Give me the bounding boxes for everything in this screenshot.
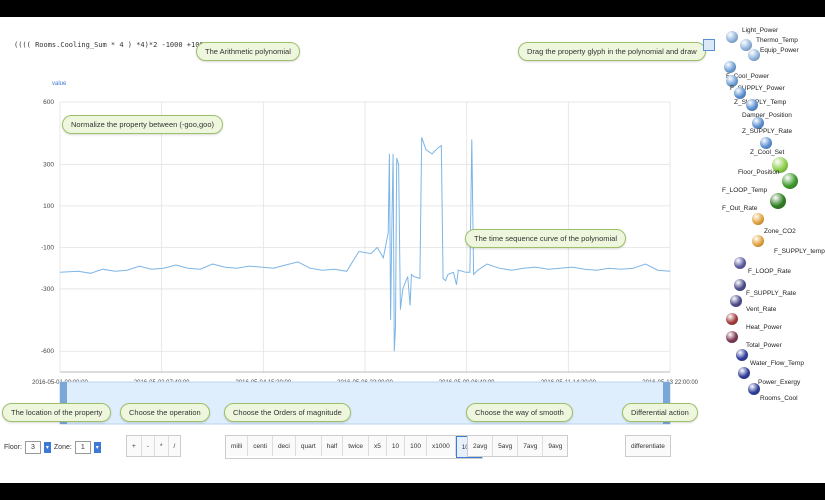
property-glyph-icon[interactable] <box>740 39 752 51</box>
callout-drag: Drag the property glyph in the polynomia… <box>518 42 706 61</box>
y-tick-labels: 600 300 100 -100 -300 -600 <box>41 99 54 355</box>
property-glyph-label: Rooms_Cool <box>760 395 798 402</box>
magnitude-button[interactable]: 100 <box>405 436 427 456</box>
property-glyph-icon[interactable] <box>726 331 738 343</box>
property-glyph-icon[interactable] <box>726 313 738 325</box>
property-glyph-label: Vent_Rate <box>746 306 777 313</box>
y-tick-label: 600 <box>43 99 54 106</box>
property-glyph-label: Zone_CO2 <box>764 228 796 235</box>
property-glyph-icon[interactable] <box>746 99 758 111</box>
property-glyph-icon[interactable] <box>726 75 738 87</box>
floor-input[interactable]: 3 <box>24 441 41 454</box>
differentiate-button[interactable]: differentiate <box>626 436 670 456</box>
callout-location: The location of the property <box>2 403 112 422</box>
property-glyph-icon[interactable] <box>734 87 746 99</box>
property-glyph-icon[interactable] <box>752 213 764 225</box>
property-glyph-icon[interactable] <box>772 157 788 173</box>
zone-input[interactable]: 1 <box>74 441 91 454</box>
property-glyph-label: F_Out_Rate <box>722 205 758 212</box>
property-glyph-icon[interactable] <box>730 295 742 307</box>
property-glyph-label: Thermo_Temp <box>756 37 798 44</box>
floor-label: Floor: <box>4 444 22 451</box>
callout-smooth: Choose the way of smooth <box>466 403 573 422</box>
property-glyph-label: Heat_Power <box>746 324 782 331</box>
property-glyph-label: Light_Power <box>742 27 779 34</box>
magnitude-button[interactable]: 10 <box>386 436 406 456</box>
callout-magnitude: Choose the Orders of magnitude <box>224 403 351 422</box>
property-glyph-icon[interactable] <box>734 279 746 291</box>
y-tick-label: 100 <box>43 203 54 210</box>
operation-button[interactable]: * <box>154 436 169 456</box>
property-glyph-label: Z_Cool_Set <box>750 149 785 156</box>
property-glyph-label: F_SUPPLY_temp <box>774 248 825 255</box>
series-line <box>59 137 671 352</box>
expand-icon[interactable] <box>703 39 715 51</box>
magnitude-button[interactable]: milli <box>226 436 249 456</box>
property-glyph-icon[interactable] <box>770 193 786 209</box>
polynomial-formula[interactable]: (((( Rooms.Cooling_Sum * 4 ) *4)*2 -1000… <box>14 41 204 49</box>
magnitude-button[interactable]: half <box>321 436 344 456</box>
property-glyph-label: Z_SUPPLY_Rate <box>742 128 793 135</box>
property-glyph-label: Total_Power <box>746 342 782 349</box>
property-glyph-icon[interactable] <box>736 349 748 361</box>
y-tick-label: -600 <box>41 348 54 355</box>
smooth-button[interactable]: 5avg <box>493 436 519 456</box>
property-glyph-label: F_Cool_Power <box>726 73 769 80</box>
property-glyph-icon[interactable] <box>752 235 764 247</box>
callout-operation: Choose the operation <box>120 403 210 422</box>
operation-button[interactable]: / <box>168 436 181 456</box>
smooth-button[interactable]: 2avg <box>468 436 494 456</box>
callout-time-sequence: The time sequence curve of the polynomia… <box>465 229 626 248</box>
y-tick-label: 300 <box>43 161 54 168</box>
analysis-panel: (((( Rooms.Cooling_Sum * 4 ) *4)*2 -1000… <box>0 17 825 483</box>
zone-spinner[interactable]: ▾ <box>93 442 101 453</box>
property-glyph-label: Floor_Position <box>738 169 780 176</box>
magnitude-button[interactable]: centi <box>248 436 273 456</box>
property-glyph-label: F_LOOP_Temp <box>722 187 768 194</box>
property-glyph-icon[interactable] <box>760 137 772 149</box>
property-glyph-label: F_SUPPLY_Rate <box>746 290 797 297</box>
property-glyph-label: Z_SUPPLY_Temp <box>734 99 787 106</box>
property-glyph-label: Equip_Power <box>760 47 799 54</box>
zone-label: Zone: <box>53 444 72 451</box>
differential-group: differentiate <box>625 435 671 457</box>
property-glyph-icon[interactable] <box>752 117 764 129</box>
magnitude-button[interactable]: x1000 <box>426 436 456 456</box>
magnitude-buttons: milli centi deci quart half twice x5 10 100 x1000… <box>225 435 484 459</box>
location-selector: Floor: 3 ▾ Zone: 1 ▾ <box>4 441 101 454</box>
callout-differential: Differential action <box>622 403 698 422</box>
operation-button[interactable]: - <box>141 436 155 456</box>
y-tick-label: -100 <box>41 244 54 251</box>
callout-normalize: Normalize the property between (-goo,goo… <box>62 115 223 134</box>
property-glyph-icon[interactable] <box>748 49 760 61</box>
floor-spinner[interactable]: ▾ <box>43 442 51 453</box>
property-glyph-label: Damper_Position <box>742 112 792 119</box>
magnitude-button[interactable]: x5 <box>369 436 387 456</box>
property-glyph-icon[interactable] <box>782 173 798 189</box>
smooth-buttons: 2avg 5avg 7avg 9avg <box>467 435 569 457</box>
operation-button[interactable]: + <box>127 436 142 456</box>
property-glyph-icon[interactable] <box>738 367 750 379</box>
property-glyph-label: Water_Flow_Temp <box>750 360 804 367</box>
y-axis-label: value <box>52 81 67 87</box>
magnitude-button[interactable]: twice <box>343 436 369 456</box>
magnitude-button[interactable]: quart <box>295 436 322 456</box>
magnitude-button[interactable]: deci <box>272 436 296 456</box>
callout-arithmetic: The Arithmetic polynomial <box>196 42 300 61</box>
y-tick-label: -300 <box>41 286 54 293</box>
property-glyph-icon[interactable] <box>726 31 738 43</box>
smooth-button[interactable]: 7avg <box>518 436 544 456</box>
smooth-button[interactable]: 9avg <box>543 436 568 456</box>
property-glyph-icon[interactable] <box>724 61 736 73</box>
property-glyph-label: Power_Exergy <box>758 379 801 386</box>
property-glyph-icon[interactable] <box>748 383 760 395</box>
operation-buttons: + - * / <box>126 435 182 457</box>
property-glyph-label: F_SUPPLY_Power <box>730 85 785 92</box>
property-glyph-label: F_LOOP_Rate <box>748 268 791 275</box>
property-glyph-icon[interactable] <box>734 257 746 269</box>
